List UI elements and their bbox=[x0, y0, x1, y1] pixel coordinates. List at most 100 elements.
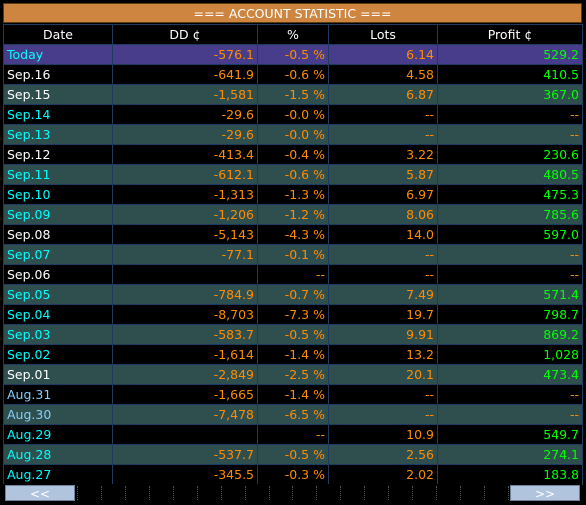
cell-date: Sep.11 bbox=[3, 164, 113, 185]
pager-segment bbox=[364, 486, 388, 500]
cell-date: Sep.05 bbox=[3, 284, 113, 305]
cell-date: Sep.03 bbox=[3, 324, 113, 345]
column-header-profit: Profit ¢ bbox=[437, 24, 583, 45]
pager-segment bbox=[340, 486, 364, 500]
table-row: Sep.09 -1,206 -1.2 % 8.06 785.6 bbox=[3, 204, 583, 225]
cell-profit: 230.6 bbox=[437, 144, 583, 165]
cell-lots: 5.87 bbox=[328, 164, 438, 185]
table-row: Sep.12 -413.4 -0.4 % 3.22 230.6 bbox=[3, 144, 583, 165]
pager-segment bbox=[124, 486, 149, 500]
cell-lots: 7.49 bbox=[328, 284, 438, 305]
table-row: Sep.11 -612.1 -0.6 % 5.87 480.5 bbox=[3, 164, 583, 185]
cell-date: Today bbox=[3, 44, 113, 65]
cell-percent: -1.4 % bbox=[257, 384, 329, 405]
cell-lots: 10.9 bbox=[328, 424, 438, 445]
cell-percent: -0.5 % bbox=[257, 324, 329, 345]
cell-lots: 14.0 bbox=[328, 224, 438, 245]
pager-segment bbox=[196, 486, 221, 500]
cell-date: Sep.06 bbox=[3, 264, 113, 285]
cell-lots: -- bbox=[328, 104, 438, 125]
cell-drawdown: -77.1 bbox=[112, 244, 258, 265]
pager-segment bbox=[244, 486, 269, 500]
cell-date: Aug.29 bbox=[3, 424, 113, 445]
cell-drawdown: -784.9 bbox=[112, 284, 258, 305]
cell-lots: 20.1 bbox=[328, 364, 438, 385]
cell-percent: -0.5 % bbox=[257, 444, 329, 465]
cell-percent: -0.6 % bbox=[257, 164, 329, 185]
table-row: Sep.07 -77.1 -0.1 % -- -- bbox=[3, 244, 583, 265]
cell-profit: -- bbox=[437, 264, 583, 285]
column-header-drawdown: DD ¢ bbox=[112, 24, 258, 45]
cell-profit: -- bbox=[437, 384, 583, 405]
panel-title: === ACCOUNT STATISTIC === bbox=[3, 3, 582, 23]
cell-profit: 183.8 bbox=[437, 464, 583, 485]
table-row: Aug.29 -- 10.9 549.7 bbox=[3, 424, 583, 445]
table-row: Aug.28 -537.7 -0.5 % 2.56 274.1 bbox=[3, 444, 583, 465]
pager-segment bbox=[77, 486, 101, 500]
cell-date: Sep.01 bbox=[3, 364, 113, 385]
pager-segment bbox=[388, 486, 412, 500]
pager-segment bbox=[100, 486, 125, 500]
cell-profit: -- bbox=[437, 244, 583, 265]
pager-track bbox=[77, 486, 509, 500]
cell-lots: 13.2 bbox=[328, 344, 438, 365]
cell-percent: -0.1 % bbox=[257, 244, 329, 265]
pager-segment bbox=[148, 486, 173, 500]
cell-date: Sep.07 bbox=[3, 244, 113, 265]
column-header-date: Date bbox=[3, 24, 113, 45]
cell-percent: -0.4 % bbox=[257, 144, 329, 165]
cell-drawdown: -29.6 bbox=[112, 124, 258, 145]
cell-drawdown: -345.5 bbox=[112, 464, 258, 485]
cell-percent: -1.4 % bbox=[257, 344, 329, 365]
pager-segment bbox=[436, 486, 460, 500]
cell-profit: 480.5 bbox=[437, 164, 583, 185]
cell-date: Sep.14 bbox=[3, 104, 113, 125]
cell-drawdown: -1,206 bbox=[112, 204, 258, 225]
cell-lots: 9.91 bbox=[328, 324, 438, 345]
table-row: Sep.01 -2,849 -2.5 % 20.1 473.4 bbox=[3, 364, 583, 385]
cell-lots: 19.7 bbox=[328, 304, 438, 325]
pager-segment bbox=[268, 486, 293, 500]
cell-profit: 367.0 bbox=[437, 84, 583, 105]
cell-drawdown: -1,313 bbox=[112, 184, 258, 205]
cell-lots: -- bbox=[328, 244, 438, 265]
cell-lots: -- bbox=[328, 124, 438, 145]
table-row: Sep.04 -8,703 -7.3 % 19.7 798.7 bbox=[3, 304, 583, 325]
cell-drawdown bbox=[112, 424, 258, 445]
cell-lots: 8.06 bbox=[328, 204, 438, 225]
cell-profit: -- bbox=[437, 404, 583, 425]
cell-percent: -0.6 % bbox=[257, 64, 329, 85]
account-statistic-panel: === ACCOUNT STATISTIC === Date DD ¢ % Lo… bbox=[3, 3, 583, 502]
cell-percent: -- bbox=[257, 264, 329, 285]
table-row: Aug.27 -345.5 -0.3 % 2.02 183.8 bbox=[3, 464, 583, 485]
cell-profit: 475.3 bbox=[437, 184, 583, 205]
cell-drawdown: -1,581 bbox=[112, 84, 258, 105]
cell-percent: -0.3 % bbox=[257, 464, 329, 485]
table-row: Today -576.1 -0.5 % 6.14 529.2 bbox=[3, 44, 583, 65]
cell-profit: 529.2 bbox=[437, 44, 583, 65]
pager-segment bbox=[316, 486, 340, 500]
table-row: Sep.15 -1,581 -1.5 % 6.87 367.0 bbox=[3, 84, 583, 105]
pager-bar: << >> bbox=[3, 484, 582, 502]
column-header-percent: % bbox=[257, 24, 329, 45]
table-row: Sep.16 -641.9 -0.6 % 4.58 410.5 bbox=[3, 64, 583, 85]
cell-drawdown: -1,665 bbox=[112, 384, 258, 405]
cell-drawdown: -29.6 bbox=[112, 104, 258, 125]
cell-drawdown: -7,478 bbox=[112, 404, 258, 425]
table-row: Sep.02 -1,614 -1.4 % 13.2 1,028 bbox=[3, 344, 583, 365]
pager-segment bbox=[220, 486, 245, 500]
pager-segment bbox=[292, 486, 316, 500]
table-row: Sep.13 -29.6 -0.0 % -- -- bbox=[3, 124, 583, 145]
pager-segment bbox=[483, 486, 509, 500]
cell-drawdown: -641.9 bbox=[112, 64, 258, 85]
cell-lots: 6.14 bbox=[328, 44, 438, 65]
cell-percent: -1.2 % bbox=[257, 204, 329, 225]
cell-percent: -7.3 % bbox=[257, 304, 329, 325]
pager-segment bbox=[412, 486, 436, 500]
cell-profit: 549.7 bbox=[437, 424, 583, 445]
table-row: Sep.14 -29.6 -0.0 % -- -- bbox=[3, 104, 583, 125]
previous-page-button[interactable]: << bbox=[5, 485, 75, 501]
cell-percent: -0.0 % bbox=[257, 124, 329, 145]
next-page-button[interactable]: >> bbox=[510, 485, 580, 501]
cell-drawdown: -576.1 bbox=[112, 44, 258, 65]
